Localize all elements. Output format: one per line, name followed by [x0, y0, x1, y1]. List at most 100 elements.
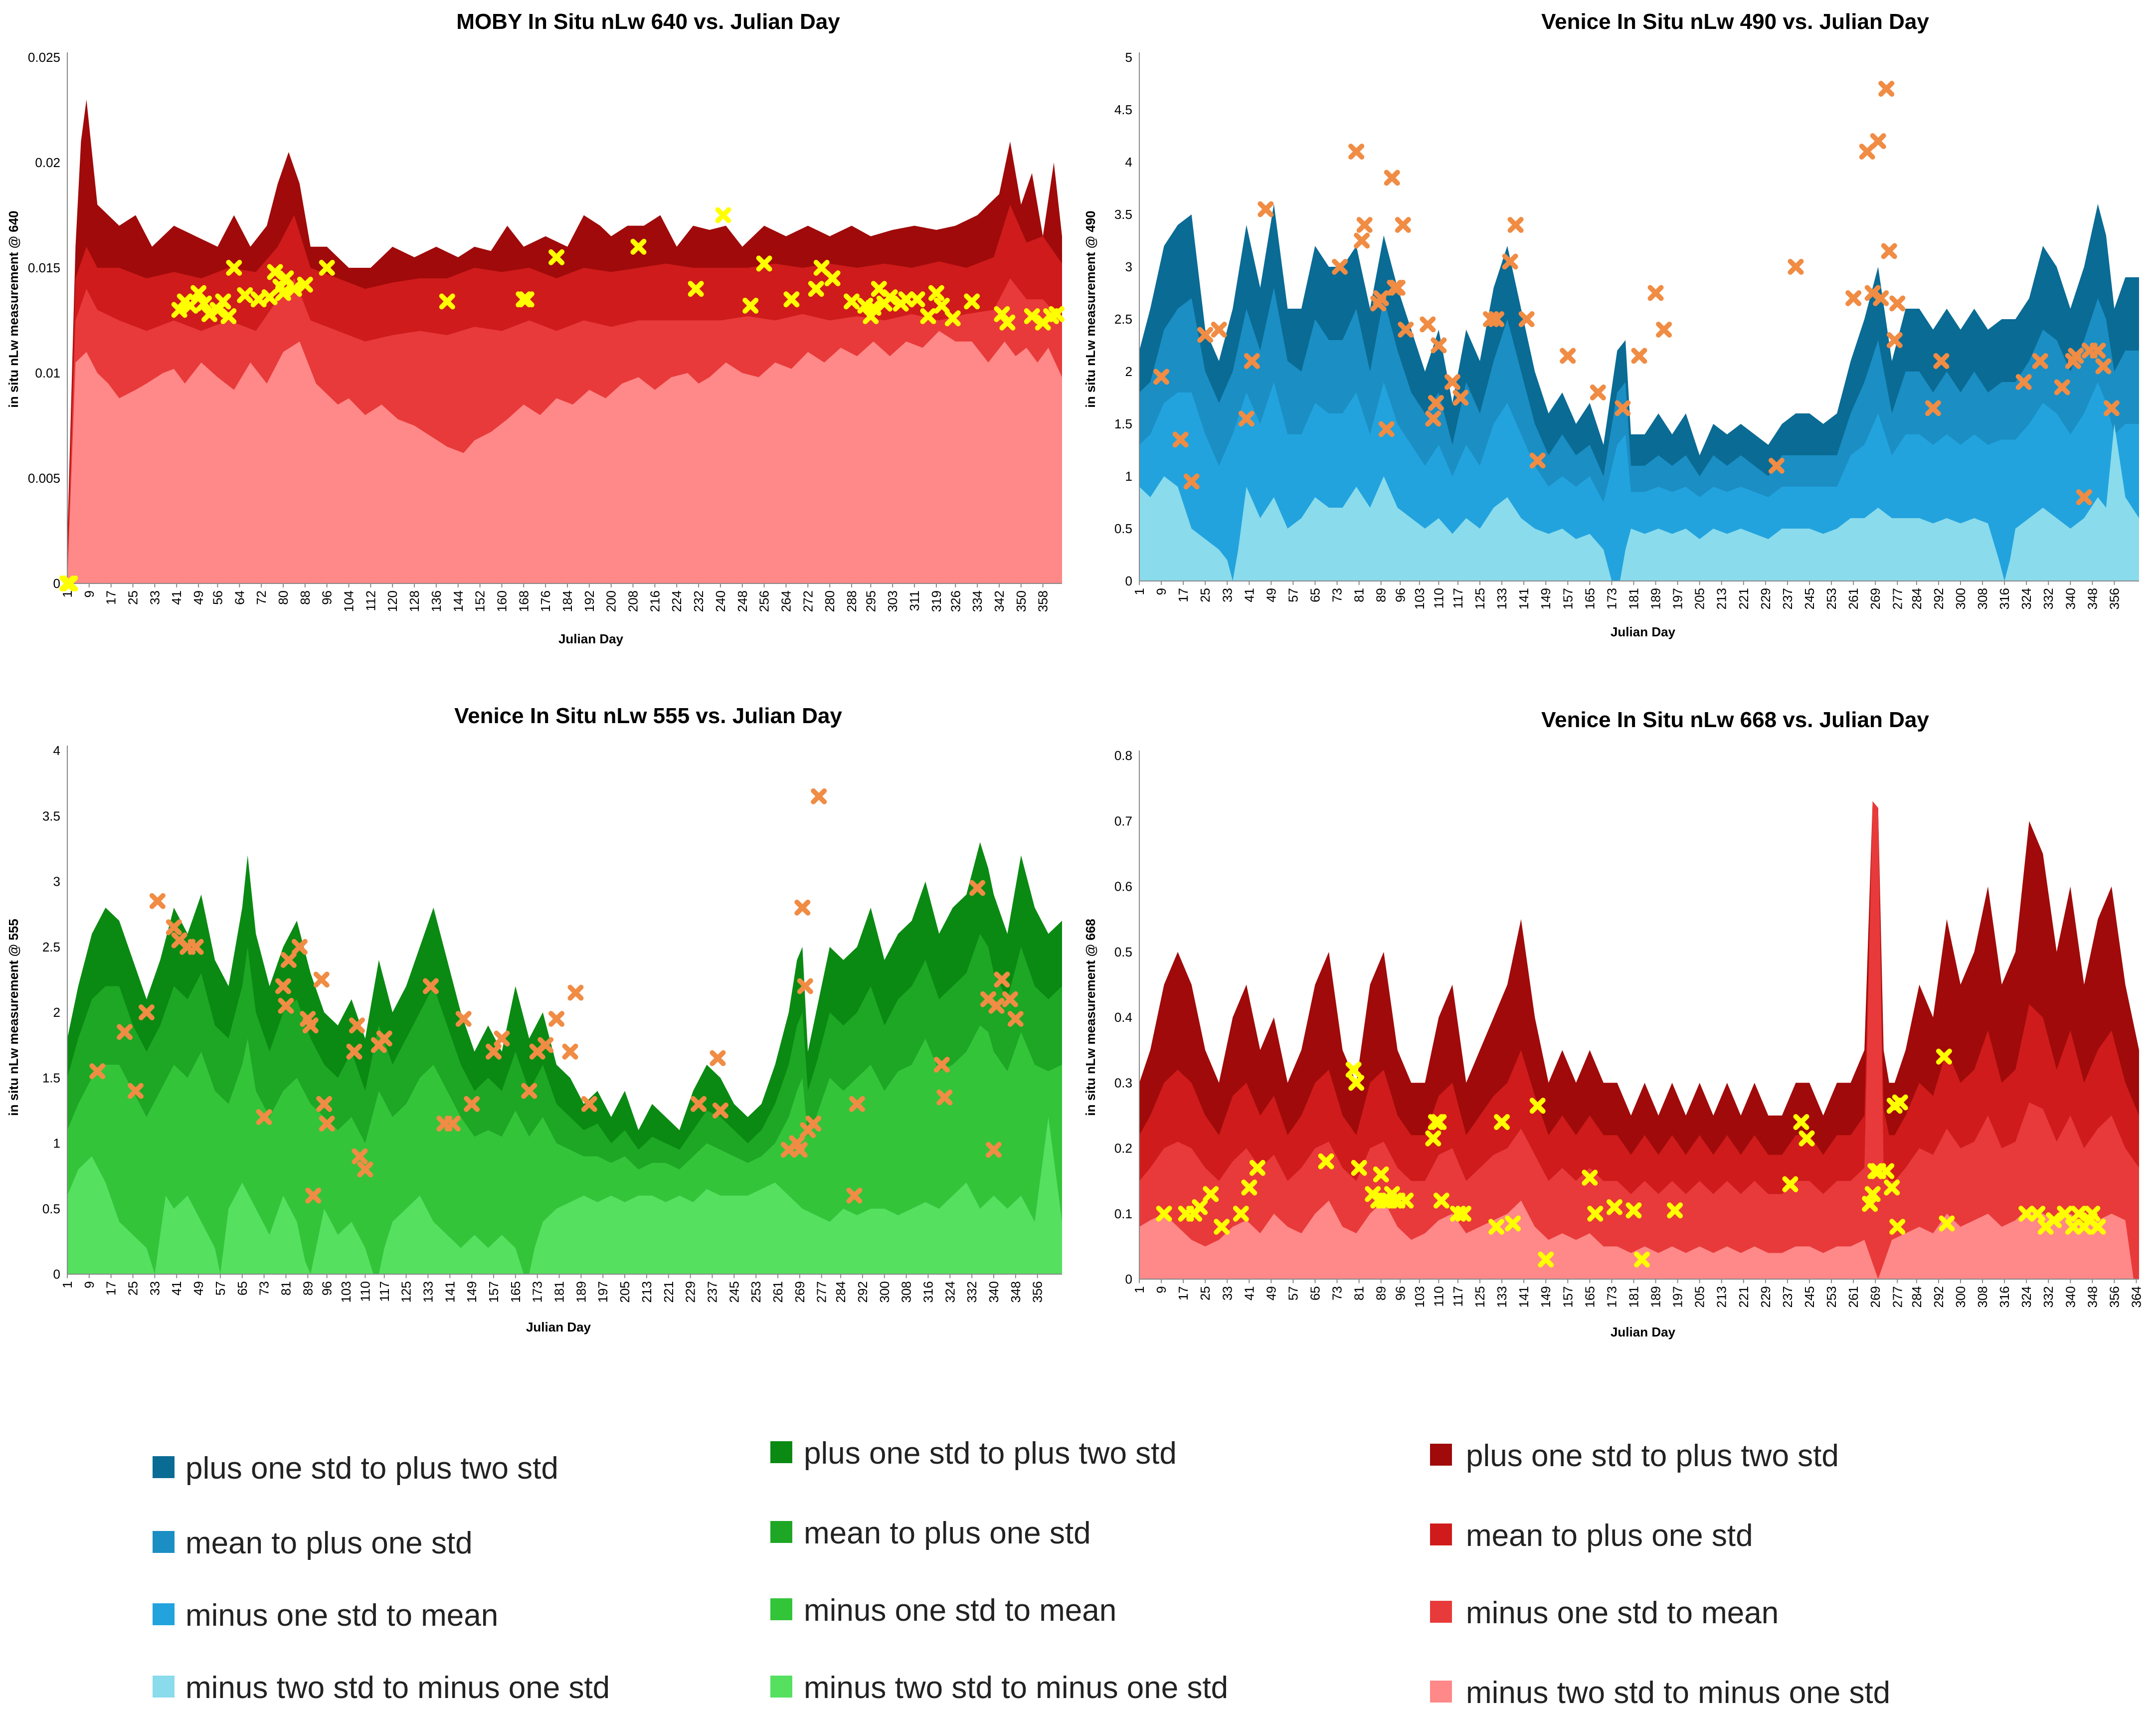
x-tick-label: 184: [560, 590, 575, 612]
x-tick-label: 308: [1975, 588, 1990, 609]
y-tick-label: 0.005: [28, 471, 60, 486]
y-tick-label: 0.015: [28, 260, 60, 275]
data-point-marker: [1354, 232, 1370, 249]
y-tick-label: 0.3: [1114, 1075, 1132, 1090]
x-tick-label: 332: [2041, 1286, 2056, 1308]
y-tick-label: 0.02: [35, 155, 60, 170]
data-point-marker: [1258, 201, 1274, 217]
data-point-marker: [1582, 1169, 1598, 1186]
data-point-marker: [1788, 259, 1804, 275]
data-point-marker: [376, 1030, 392, 1047]
x-tick-label: 17: [104, 1281, 119, 1296]
band-minus-two-std-to-minus-one-std: [67, 331, 1062, 583]
x-tick-label: 56: [210, 590, 225, 605]
x-tick-label: 216: [647, 590, 662, 612]
x-tick-label: 89: [1374, 1286, 1389, 1301]
data-point-marker: [756, 255, 772, 272]
x-tick-label: 197: [1670, 1286, 1685, 1308]
x-tick-label: 316: [1997, 1286, 2012, 1308]
x-tick-label: 264: [778, 590, 793, 612]
data-point-marker: [2032, 353, 2048, 369]
data-point-marker: [1238, 410, 1255, 427]
x-tick-label: 168: [516, 590, 531, 612]
chart-venice-490: Venice In Situ nLw 490 vs. Julian Day in…: [1083, 9, 2139, 639]
marker-series: [1153, 81, 2120, 505]
data-point-marker: [1345, 1062, 1362, 1078]
data-point-marker: [2054, 379, 2070, 395]
x-tick-label: 292: [1931, 1286, 1946, 1308]
data-point-marker: [1793, 1114, 1809, 1130]
x-tick-label: 348: [2085, 1286, 2100, 1308]
x-tick-label: 96: [1393, 1286, 1408, 1301]
data-point-marker: [865, 300, 882, 316]
legend-label: minus two std to minus one std: [1466, 1676, 1890, 1710]
data-point-marker: [920, 308, 936, 325]
legend-label: mean to plus one std: [185, 1526, 473, 1560]
chart-title: MOBY In Situ nLw 640 vs. Julian Day: [456, 9, 840, 34]
x-tick-label: 277: [814, 1281, 829, 1303]
x-tick-label: 25: [126, 590, 141, 605]
y-tick-label: 3: [53, 874, 60, 889]
data-point-marker: [1203, 1186, 1219, 1202]
x-tick-label: 340: [986, 1281, 1001, 1303]
data-point-marker: [1656, 322, 1672, 338]
data-point-marker: [712, 1102, 728, 1119]
data-point-marker: [117, 1024, 133, 1040]
marker-series: [1156, 1048, 2106, 1268]
x-tick-label: 104: [342, 590, 357, 612]
y-tick-label: 0.5: [42, 1201, 60, 1216]
data-point-marker: [256, 1109, 272, 1125]
y-tick-label: 0.5: [1114, 945, 1132, 959]
legend-label: minus one std to mean: [804, 1593, 1116, 1628]
x-tick-label: 181: [552, 1281, 567, 1303]
data-point-marker: [964, 293, 980, 310]
x-tick-label: 326: [948, 590, 963, 612]
x-tick-label: 311: [907, 590, 922, 611]
x-tick-label: 9: [1154, 1286, 1169, 1293]
data-point-marker: [1356, 217, 1373, 233]
data-point-marker: [1378, 421, 1395, 437]
x-tick-label: 112: [363, 590, 378, 611]
data-point-marker: [791, 1141, 808, 1158]
legend-label: mean to plus one std: [1466, 1519, 1753, 1553]
data-point-marker: [1936, 1048, 1952, 1065]
x-tick-label: 65: [235, 1281, 250, 1296]
x-tick-label: 1: [1132, 588, 1147, 595]
y-tick-label: 0: [53, 1267, 60, 1282]
x-tick-label: 128: [407, 590, 422, 612]
y-tick-label: 3.5: [1114, 207, 1132, 222]
data-point-marker: [1373, 290, 1389, 306]
data-point-marker: [797, 978, 813, 994]
data-point-marker: [2103, 400, 2120, 416]
data-point-marker: [1214, 1219, 1230, 1235]
data-point-marker: [985, 1141, 1002, 1158]
y-tick-label: 0: [1125, 1272, 1132, 1287]
x-tick-label: 33: [1220, 1286, 1235, 1301]
x-tick-label: 237: [705, 1281, 720, 1303]
data-point-marker: [1933, 353, 1950, 369]
x-tick-label: 49: [191, 1281, 206, 1296]
data-point-marker: [843, 293, 860, 310]
y-tick-label: 0.5: [1114, 521, 1132, 536]
x-tick-label: 308: [1975, 1286, 1990, 1308]
data-point-marker: [630, 238, 647, 255]
x-tick-label: 253: [1824, 588, 1839, 609]
x-tick-label: 65: [1308, 1286, 1323, 1301]
data-point-marker: [2065, 1219, 2081, 1235]
data-point-marker: [1782, 1176, 1798, 1192]
data-point-marker: [1667, 1202, 1683, 1219]
x-tick-label: 348: [2085, 588, 2100, 609]
data-point-marker: [319, 260, 335, 276]
x-tick-label: 245: [726, 1281, 741, 1303]
x-tick-label: 324: [2019, 588, 2034, 609]
data-point-marker: [1211, 322, 1227, 338]
x-tick-label: 125: [399, 1281, 414, 1303]
legend-column-green: plus one std to plus two std mean to plu…: [770, 1436, 1228, 1705]
data-point-marker: [138, 1004, 155, 1020]
x-tick-label: 205: [1692, 588, 1707, 609]
y-tick-label: 0: [1125, 573, 1132, 588]
y-axis-title: in situ nLw measurement @ 490: [1083, 210, 1098, 407]
x-tick-label: 165: [1582, 1286, 1597, 1308]
data-point-marker: [1873, 290, 1889, 306]
data-point-marker: [811, 788, 827, 804]
